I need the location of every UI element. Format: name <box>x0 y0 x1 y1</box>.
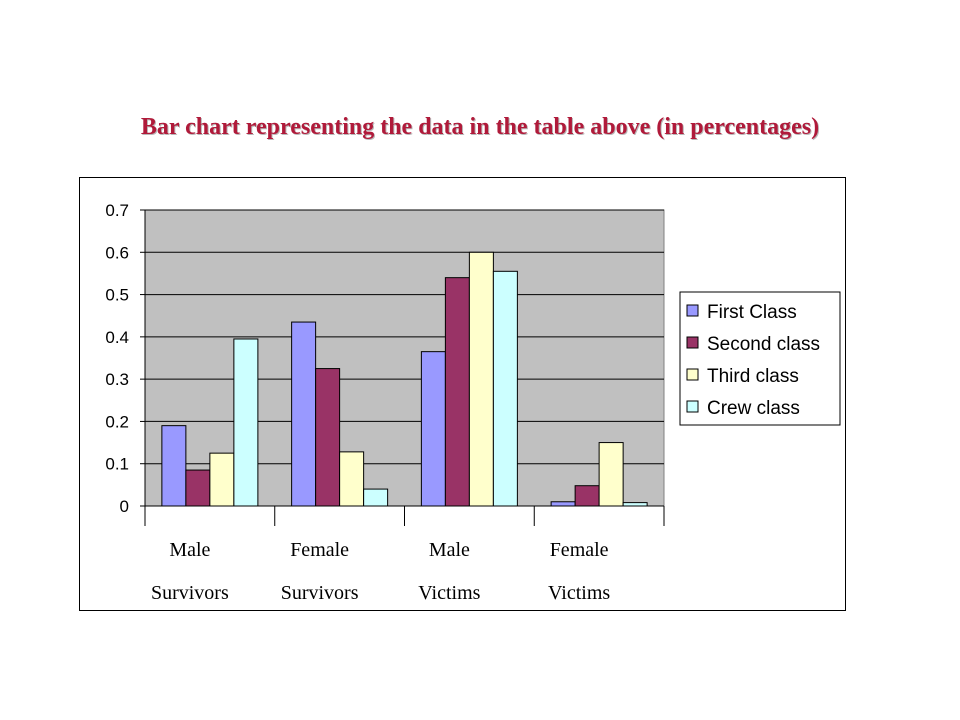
x-category-label: Male <box>429 539 470 561</box>
bar <box>185 469 211 507</box>
bar <box>550 501 576 507</box>
legend-label: First Class <box>707 302 797 323</box>
legend-swatch <box>686 304 699 317</box>
legend-label: Crew class <box>707 398 800 419</box>
bar <box>363 488 389 507</box>
x-category-label: Female <box>290 539 349 561</box>
legend-label: Third class <box>707 366 799 387</box>
legend-label: Second class <box>707 334 820 355</box>
legend-swatch <box>686 368 699 381</box>
y-tick-label: 0 <box>120 497 129 516</box>
x-category-label: Survivors <box>281 582 359 604</box>
chart-title: Bar chart representing the data in the t… <box>140 114 820 140</box>
y-tick-label: 0.1 <box>105 455 129 474</box>
legend-swatch <box>686 336 699 349</box>
bar <box>574 485 600 507</box>
bar <box>315 368 341 507</box>
bar <box>622 502 648 507</box>
y-tick-label: 0.7 <box>105 201 129 220</box>
bar <box>233 338 259 507</box>
bar <box>161 425 187 507</box>
y-tick-label: 0.6 <box>105 243 129 262</box>
bar <box>598 442 624 507</box>
x-category-label: Victims <box>548 582 610 604</box>
bar <box>444 277 470 507</box>
bar <box>468 251 494 507</box>
x-category-label: Male <box>169 539 210 561</box>
legend <box>679 291 841 426</box>
bar <box>291 321 317 507</box>
bar <box>209 452 235 507</box>
legend-swatch <box>686 400 699 413</box>
bar-chart: 0 0.1 0.2 0.3 0.4 0.5 0.6 0.7 Male Survivors Femal… <box>105 201 841 604</box>
y-tick-label: 0.5 <box>105 286 129 305</box>
bar <box>339 451 365 507</box>
x-category-label: Female <box>550 539 609 561</box>
x-category-label: Victims <box>418 582 480 604</box>
y-tick-label: 0.4 <box>105 328 129 347</box>
chart-frame: 0 0.1 0.2 0.3 0.4 0.5 0.6 0.7 Male Survivors Femal… <box>79 177 846 611</box>
bar <box>492 270 518 507</box>
x-category-label: Survivors <box>151 582 229 604</box>
y-tick-label: 0.2 <box>105 412 129 431</box>
y-tick-label: 0.3 <box>105 370 129 389</box>
bar <box>420 351 446 507</box>
